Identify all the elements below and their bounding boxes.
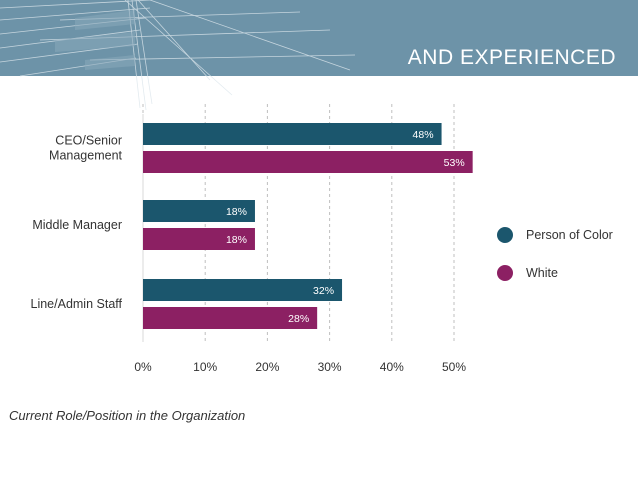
bar-value-label: 53% [444,157,465,169]
bar-chart: 0% 10% 20% 30% 40% 50% 48% 53% CEO/Senior Managem… [31,104,613,374]
bar-value-label: 18% [226,234,247,246]
bar [143,279,343,301]
legend-label: White [526,266,558,280]
x-tick-label: 10% [193,360,217,374]
x-tick-label: 50% [442,360,466,374]
legend-marker [497,265,513,281]
bar-value-label: 18% [226,206,247,218]
category-label: Middle Manager [32,218,122,232]
x-tick-label: 20% [255,360,279,374]
bar [143,200,255,222]
bar [143,123,442,145]
x-axis-title: Current Role/Position in the Organizatio… [9,408,246,423]
bar [143,228,255,250]
bar [143,151,473,173]
x-tick-label: 30% [318,360,342,374]
legend-marker [497,227,513,243]
bar-value-label: 32% [313,285,334,297]
x-tick-label: 40% [380,360,404,374]
page-title: AND EXPERIENCED [407,46,616,69]
x-tick-label: 0% [134,360,152,374]
bar-value-label: 28% [288,313,309,325]
header-banner: AND EXPERIENCED [0,0,638,111]
category-label: CEO/Senior Management [49,134,122,163]
bar-value-label: 48% [413,129,434,141]
legend-label: Person of Color [526,228,613,242]
bar [143,307,318,329]
category-label: Line/Admin Staff [31,297,123,311]
decorative-graphic [0,0,356,111]
